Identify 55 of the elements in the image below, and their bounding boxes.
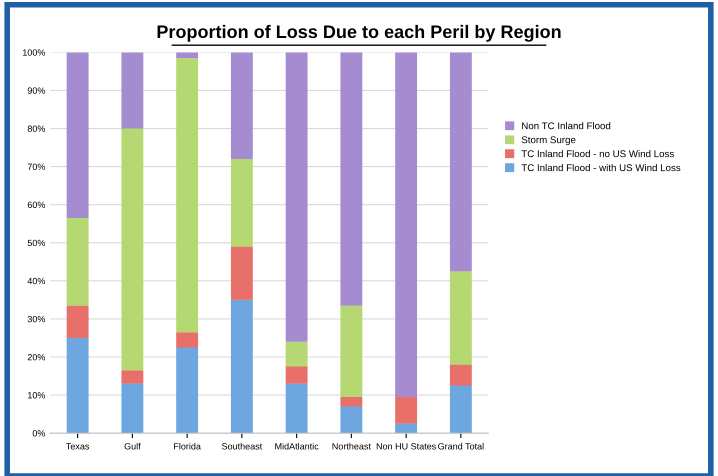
bar — [176, 52, 198, 58]
legend-label: Non TC Inland Flood — [522, 122, 610, 130]
y-tick-label: 60% — [28, 202, 46, 208]
x-tick-label: MidAtlantic — [275, 442, 318, 450]
bar — [176, 58, 198, 332]
x-tick-label: Texas — [66, 443, 90, 450]
x-tick-label: Non HU States — [376, 443, 436, 450]
bar — [450, 271, 472, 365]
y-tick-label: 70% — [28, 164, 46, 170]
bar — [340, 52, 362, 306]
bar — [286, 342, 308, 367]
x-tick-label: Grand Total — [438, 442, 484, 450]
chart-title: Proportion of Loss Due to each Peril by Region — [158, 24, 561, 42]
bar — [286, 384, 308, 434]
y-tick-label: 30% — [28, 316, 46, 322]
y-tick-label: 10% — [28, 392, 46, 398]
bar — [286, 366, 308, 384]
bar — [66, 338, 89, 434]
y-tick-label: 90% — [28, 87, 46, 94]
bar — [230, 158, 253, 247]
bar — [66, 218, 89, 306]
bar — [176, 347, 198, 434]
bar — [340, 306, 362, 397]
bar — [340, 406, 362, 434]
legend-label: TC Inland Flood - no US Wind Loss — [522, 150, 674, 158]
bar — [121, 52, 144, 129]
x-tick-label: Gulf — [124, 442, 141, 450]
bar — [450, 364, 472, 386]
y-tick-label: 40% — [28, 278, 46, 284]
bar — [230, 300, 253, 434]
bar — [230, 52, 253, 159]
x-tick-label: Southeast — [222, 442, 262, 450]
bar — [121, 128, 144, 370]
legend-label: TC Inland Flood - with US Wind Loss — [522, 164, 680, 172]
bar — [286, 52, 308, 342]
y-tick-label: 50% — [28, 240, 46, 246]
bar — [450, 386, 472, 434]
y-tick-label: 80% — [28, 125, 46, 132]
y-tick-label: 20% — [28, 354, 46, 360]
bar — [450, 52, 472, 272]
legend-label: Storm Surge — [522, 136, 576, 146]
x-tick-label: Florida — [174, 442, 201, 450]
x-tick-label: Northeast — [332, 442, 371, 450]
bar — [395, 424, 418, 434]
bar — [340, 396, 362, 407]
bar — [66, 52, 89, 218]
bar — [395, 396, 418, 424]
bar — [230, 246, 253, 300]
y-tick-label: 0% — [32, 430, 46, 437]
bar — [121, 370, 144, 384]
y-tick-label: 100% — [23, 49, 46, 56]
bar — [121, 384, 144, 434]
bar — [176, 332, 198, 348]
bar — [395, 52, 418, 397]
bar — [66, 306, 89, 338]
